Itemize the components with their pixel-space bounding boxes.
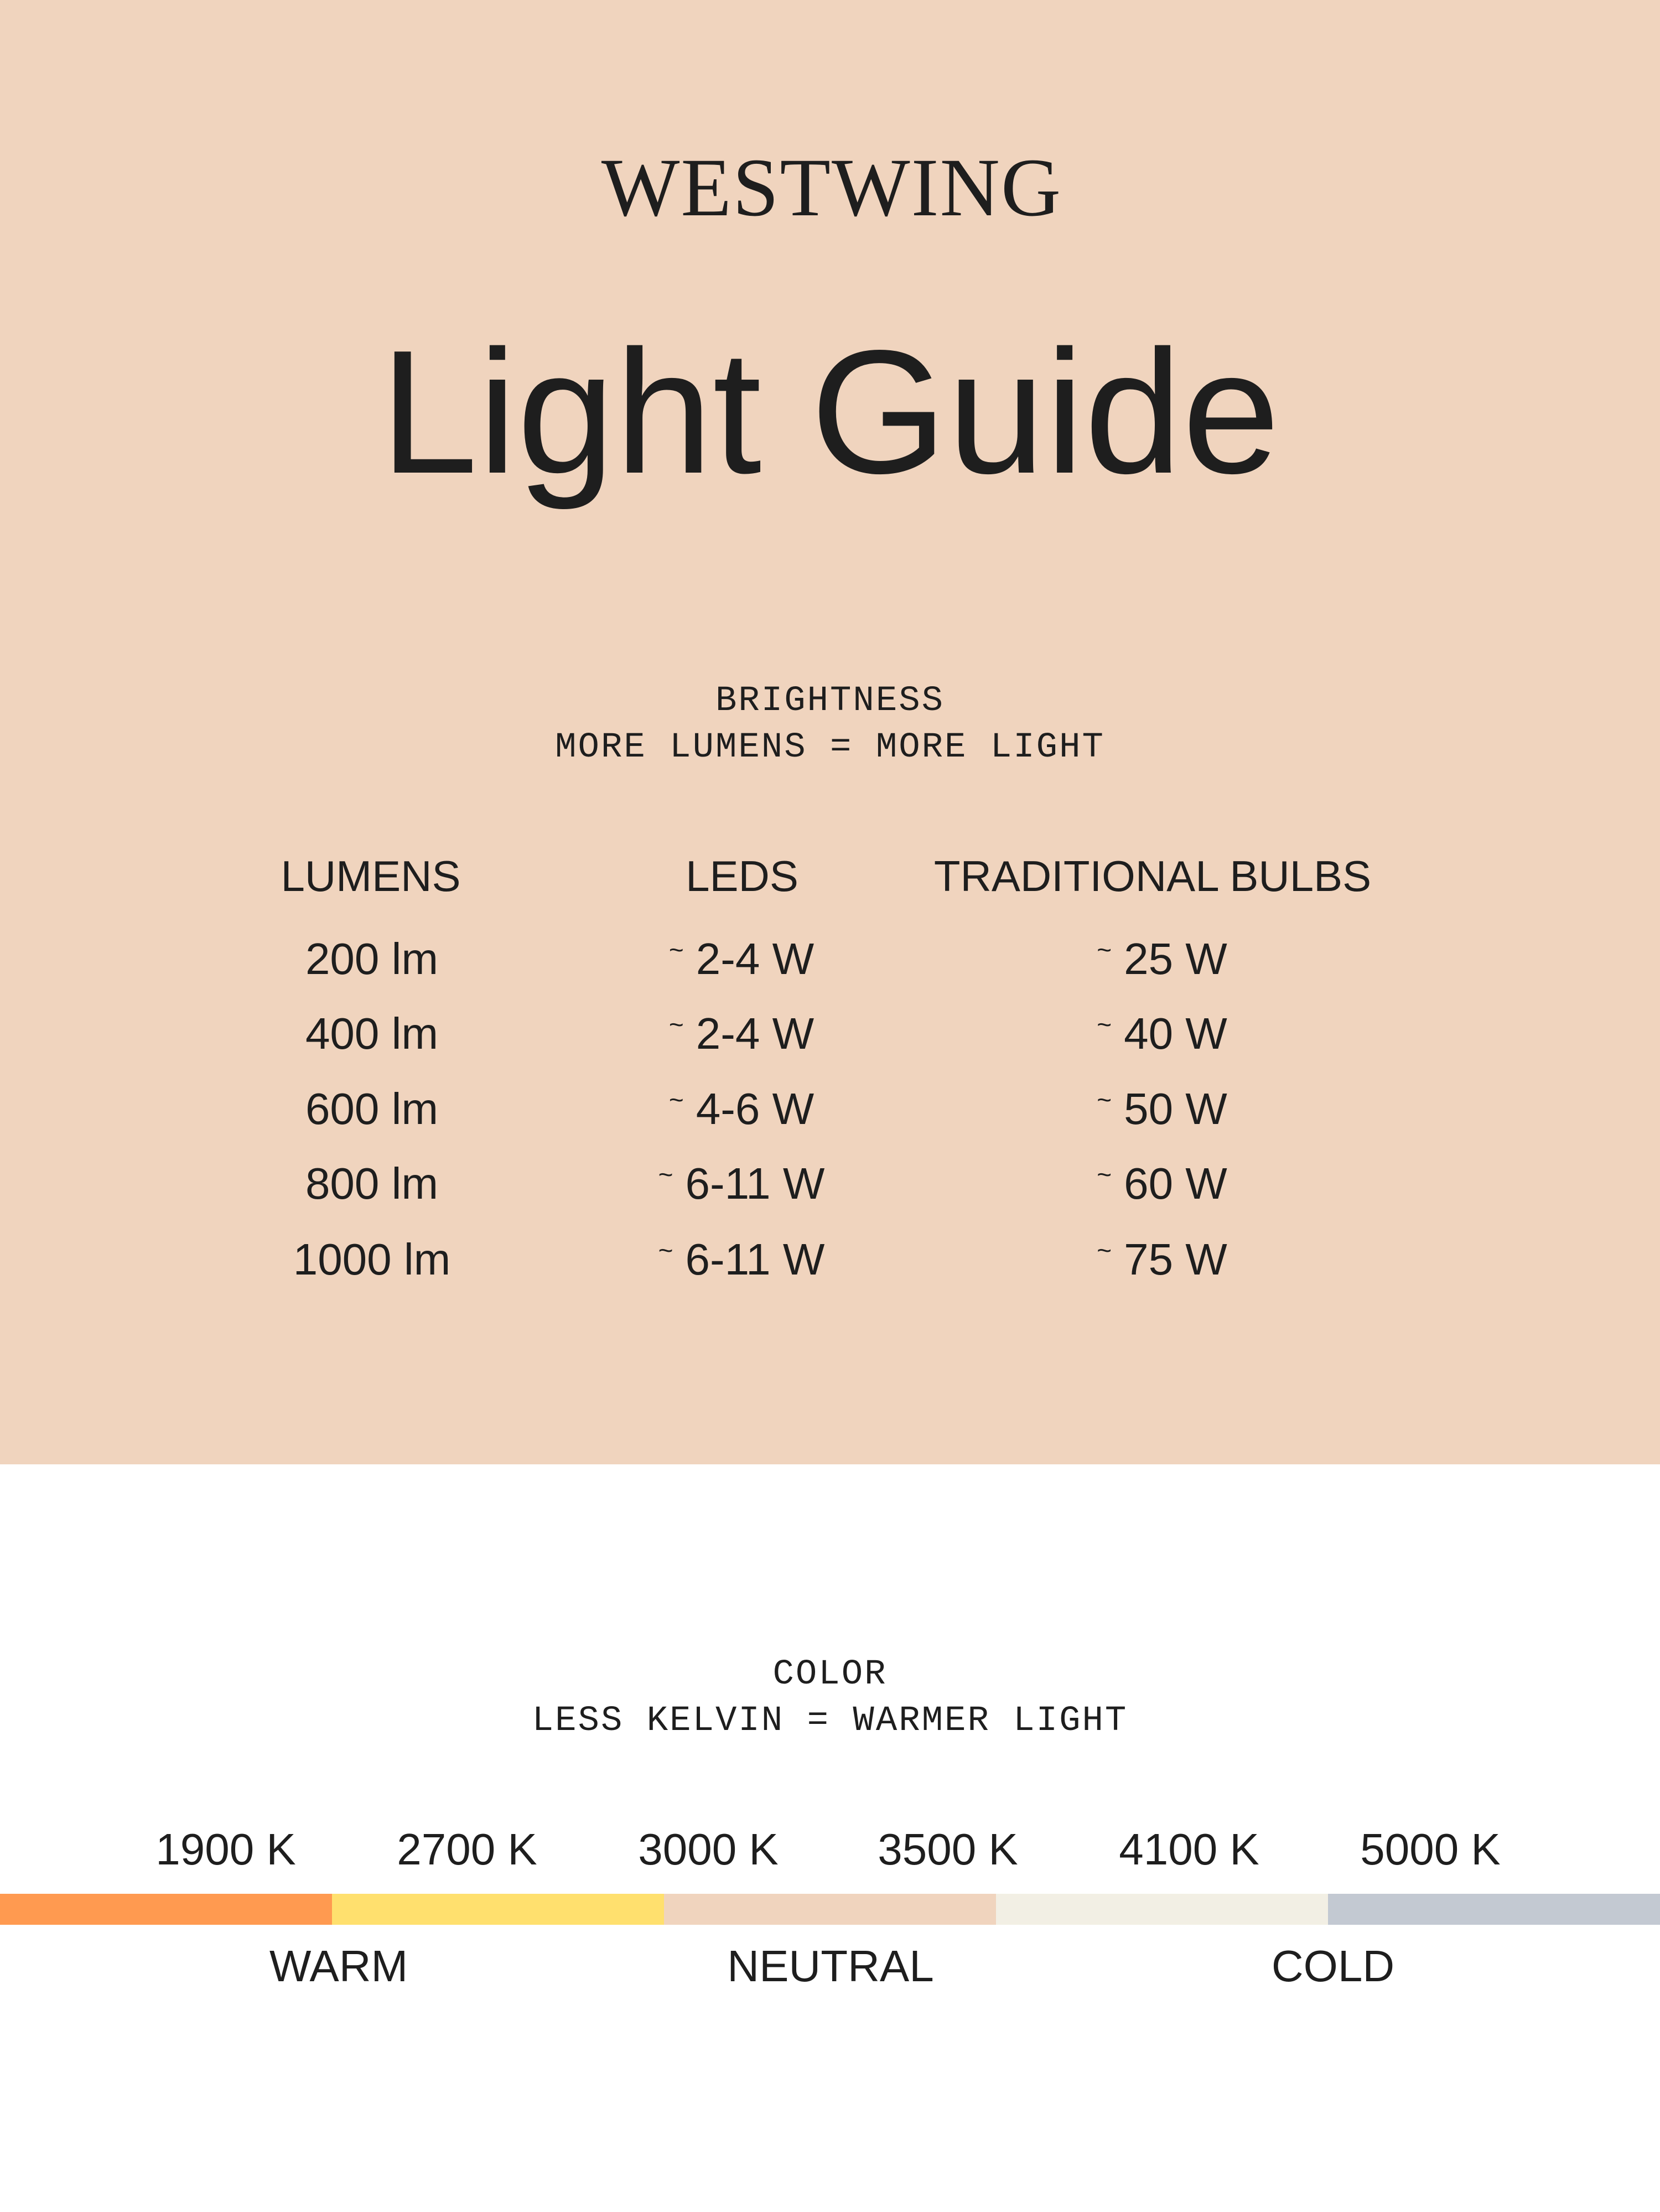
lumens-value: 200 lm: [305, 937, 438, 981]
bulbs-value: ~25 W: [1097, 937, 1227, 981]
kelvin-label: 1900 K: [155, 1825, 296, 1874]
bulbs-value: ~75 W: [1097, 1237, 1227, 1282]
leds-value-text: 6-11 W: [685, 1159, 825, 1208]
kelvin-label: 3000 K: [638, 1825, 779, 1874]
brightness-subheading: MORE LUMENS = MORE LIGHT: [555, 728, 1105, 768]
bulbs-value-text: 60 W: [1124, 1159, 1227, 1208]
leds-value: ~2-4 W: [669, 937, 814, 981]
category-neutral: NEUTRAL: [727, 1941, 934, 1991]
approx-symbol: ~: [1097, 1010, 1112, 1039]
approx-symbol: ~: [668, 935, 684, 964]
column-header-traditional-bulbs: TRADITIONAL BULBS: [933, 852, 1372, 900]
kelvin-label: 4100 K: [1119, 1825, 1259, 1874]
color-bar-segment: [1328, 1894, 1660, 1925]
bulbs-value-text: 40 W: [1124, 1009, 1227, 1058]
color-subheading: LESS KELVIN = WARMER LIGHT: [532, 1701, 1128, 1741]
category-cold: COLD: [1271, 1941, 1395, 1991]
leds-value: ~2-4 W: [669, 1012, 814, 1056]
lumens-value-text: 400 lm: [305, 1009, 439, 1058]
lumens-value: 1000 lm: [293, 1237, 451, 1282]
approx-symbol: ~: [1097, 1236, 1112, 1265]
color-bar-segment: [332, 1894, 664, 1925]
column-header-leds: LEDS: [686, 852, 798, 900]
kelvin-label: 3500 K: [878, 1825, 1018, 1874]
bulbs-value-text: 75 W: [1124, 1235, 1227, 1284]
approx-symbol: ~: [1097, 935, 1112, 964]
leds-value: ~4-6 W: [669, 1087, 814, 1131]
bulbs-value-text: 25 W: [1124, 934, 1227, 983]
bulbs-value-text: 50 W: [1124, 1084, 1227, 1133]
brightness-heading: BRIGHTNESS: [715, 681, 945, 721]
kelvin-label: 5000 K: [1360, 1825, 1501, 1874]
leds-value: ~6-11 W: [658, 1162, 825, 1206]
bulbs-value: ~40 W: [1097, 1012, 1227, 1056]
approx-symbol: ~: [668, 1010, 684, 1039]
lumens-value: 600 lm: [305, 1087, 438, 1131]
westwing-logo: WESTWING: [601, 142, 1062, 234]
lumens-value: 400 lm: [305, 1012, 438, 1056]
bulbs-value: ~50 W: [1097, 1087, 1227, 1131]
approx-symbol: ~: [668, 1085, 684, 1114]
lumens-value: 800 lm: [305, 1162, 438, 1206]
lumens-value-text: 200 lm: [305, 934, 439, 983]
color-bar-segment: [664, 1894, 996, 1925]
leds-value-text: 6-11 W: [685, 1235, 825, 1284]
leds-value-text: 2-4 W: [696, 934, 815, 983]
lumens-value-text: 800 lm: [305, 1159, 439, 1208]
lumens-value-text: 600 lm: [305, 1084, 439, 1133]
leds-value: ~6-11 W: [658, 1237, 825, 1282]
kelvin-label: 2700 K: [397, 1825, 537, 1874]
color-bar-segment: [996, 1894, 1328, 1925]
bulbs-value: ~60 W: [1097, 1162, 1227, 1206]
leds-value-text: 2-4 W: [696, 1009, 815, 1058]
category-warm: WARM: [269, 1941, 408, 1991]
page-title: Light Guide: [380, 314, 1280, 510]
approx-symbol: ~: [658, 1160, 673, 1189]
color-bar-segment: [0, 1894, 332, 1925]
lumens-value-text: 1000 lm: [293, 1235, 451, 1284]
approx-symbol: ~: [1097, 1085, 1112, 1114]
approx-symbol: ~: [658, 1236, 673, 1265]
leds-value-text: 4-6 W: [696, 1084, 815, 1133]
color-heading: COLOR: [772, 1655, 888, 1695]
column-header-lumens: LUMENS: [281, 852, 461, 900]
approx-symbol: ~: [1097, 1160, 1112, 1189]
brightness-section: [0, 0, 1660, 1464]
